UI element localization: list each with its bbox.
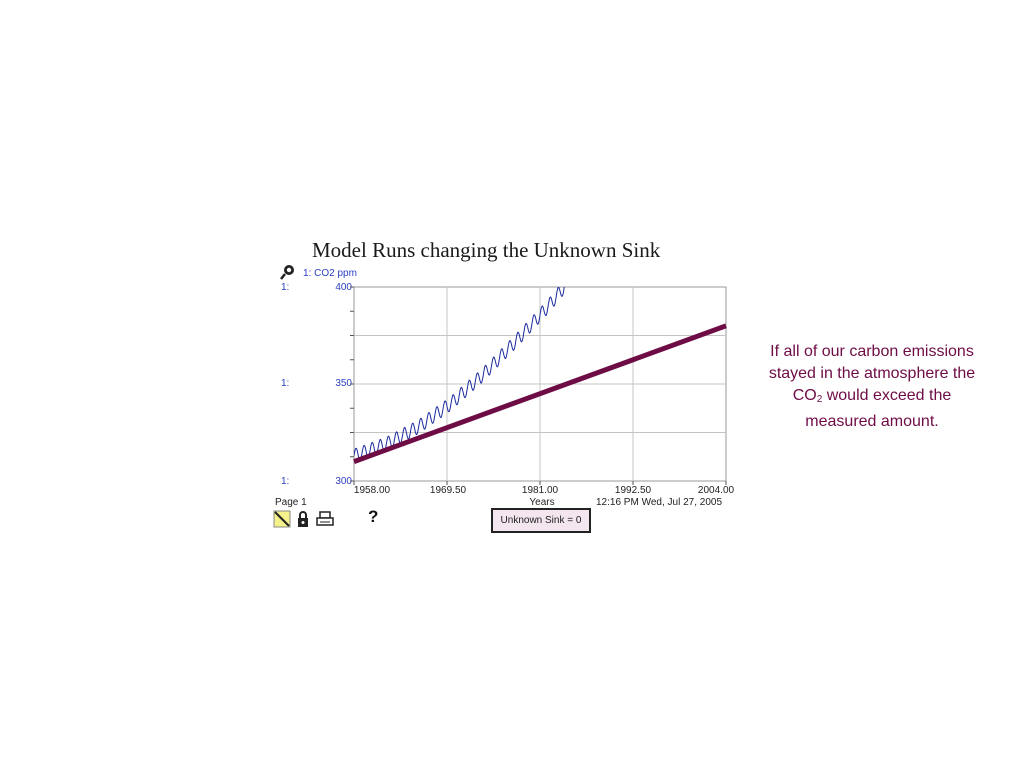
y-tick-label: 350 <box>335 378 352 389</box>
y-tick-label: 300 <box>335 476 352 487</box>
x-tick-label: 1981.00 <box>521 485 559 496</box>
graph-toolbar <box>273 510 336 528</box>
x-tick-label: 2004.00 <box>697 485 735 496</box>
annotation-line: measured amount. <box>805 413 939 430</box>
x-tick-label: 1958.00 <box>353 485 391 496</box>
annotation-line: If all of our carbon emissions <box>770 343 974 360</box>
y-axis-prefix: 1: <box>281 282 290 293</box>
co2-text: CO <box>792 387 817 404</box>
x-tick-label: 1992.50 <box>614 485 652 496</box>
page-label: Page 1 <box>275 497 307 508</box>
series-line-co2-measured <box>354 287 565 461</box>
lock-icon[interactable] <box>297 510 309 528</box>
magnifier-icon[interactable] <box>279 263 299 281</box>
timestamp: 12:16 PM Wed, Jul 27, 2005 <box>596 497 723 508</box>
co2-subscript: 2 <box>816 394 823 405</box>
y-tick-label: 400 <box>335 282 352 293</box>
series-label: 1: CO2 ppm <box>303 268 357 279</box>
x-tick-label: 1969.50 <box>429 485 467 496</box>
x-axis-label: Years <box>529 497 555 508</box>
chart-title: Model Runs changing the Unknown Sink <box>312 238 661 262</box>
pencil-icon[interactable] <box>273 510 291 528</box>
y-axis-prefix: 1: <box>281 476 290 487</box>
annotation-line: CO2 would exceed the <box>736 385 1008 411</box>
printer-icon[interactable] <box>316 510 334 528</box>
unknown-sink-button[interactable]: Unknown Sink = 0 <box>491 508 591 533</box>
annotation-line: stayed in the atmosphere the <box>768 365 976 382</box>
help-button[interactable]: ? <box>368 507 379 526</box>
series-line-model-run <box>353 323 727 464</box>
annotation-text: If all of our carbon emissions stayed in… <box>736 341 1008 433</box>
y-axis-prefix: 1: <box>281 378 290 389</box>
annotation-line-rest: would exceed the <box>822 387 952 404</box>
